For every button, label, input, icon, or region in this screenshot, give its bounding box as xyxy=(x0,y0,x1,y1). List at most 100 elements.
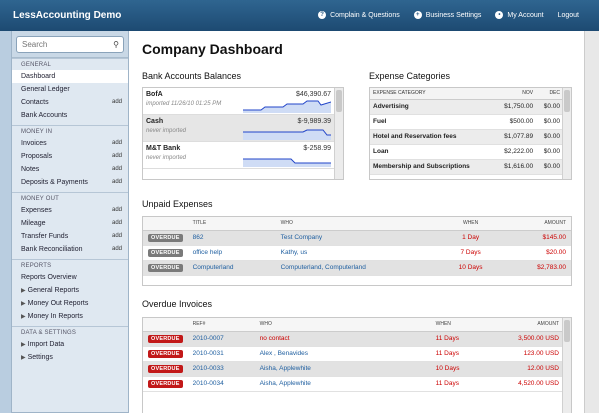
sidebar-item-expenses[interactable]: Expenses add xyxy=(12,204,128,217)
my-account-link[interactable]: • My Account xyxy=(495,11,544,19)
sidebar-item-money-in-reports[interactable]: ▶ Money In Reports xyxy=(12,310,128,323)
balance-sparkline xyxy=(243,158,331,167)
business-settings-link[interactable]: + Business Settings xyxy=(413,11,481,19)
app-title[interactable]: LessAccounting Demo xyxy=(13,10,122,21)
expense-title-link[interactable]: office help xyxy=(187,245,276,261)
table-row[interactable]: OVERDUE 2010-0033 Aisha, Applewhite 10 D… xyxy=(143,361,564,377)
expense-title-link[interactable]: 862 xyxy=(187,230,276,246)
contact-link[interactable]: Test Company xyxy=(275,230,436,246)
sidebar-item-bank-reconciliation[interactable]: Bank Reconciliation add xyxy=(12,243,128,256)
overdue-invoices-scrollbar[interactable] xyxy=(562,318,571,413)
column-header[interactable]: WHEN xyxy=(435,217,506,231)
sidebar-item-contacts[interactable]: Contacts add xyxy=(12,96,128,109)
sidebar-item-invoices[interactable]: Invoices add xyxy=(12,137,128,150)
bank-list-scrollbar[interactable] xyxy=(334,88,343,179)
complain-questions-link[interactable]: ? Complain & Questions xyxy=(318,11,400,19)
sidebar-section-money-out: Money Out Expenses add Mileage add Transfe… xyxy=(12,192,128,256)
invoice-ref-link[interactable]: 2010-0031 xyxy=(187,346,255,362)
table-row[interactable]: OVERDUE Computerland Computerland, Compu… xyxy=(143,260,571,276)
bank-account-row[interactable]: BofA imported 11/26/10 01:25 PM $46,390.… xyxy=(143,88,335,115)
sidebar-item-notes[interactable]: Notes add xyxy=(12,163,128,176)
scrollbar-thumb[interactable] xyxy=(564,320,570,342)
add-contact-link[interactable]: add xyxy=(111,99,122,105)
sidebar-item-label: Dashboard xyxy=(21,73,56,80)
status-badge: OVERDUE xyxy=(148,334,183,343)
expense-categories-scrollbar[interactable] xyxy=(562,88,571,179)
column-header[interactable]: NOV xyxy=(493,88,537,100)
amount: 3,500.00 USD xyxy=(500,331,564,347)
column-header[interactable]: WHO xyxy=(254,318,431,332)
sidebar-item-transfer-funds[interactable]: Transfer Funds add xyxy=(12,230,128,243)
table-row[interactable]: OVERDUE 2010-0007 no contact 11 Days 3,5… xyxy=(143,331,564,347)
complain-questions-label: Complain & Questions xyxy=(330,11,400,19)
sidebar-item-reports-overview[interactable]: Reports Overview xyxy=(12,271,128,284)
add-deposit-link[interactable]: add xyxy=(111,179,122,185)
due-when: 11 Days xyxy=(430,346,501,362)
contact-link[interactable]: Aisha, Applewhite xyxy=(254,376,431,392)
search-icon[interactable]: ⚲ xyxy=(113,40,119,49)
scrollbar-thumb[interactable] xyxy=(336,90,342,112)
column-header[interactable]: DEC xyxy=(536,88,563,100)
invoice-ref-link[interactable]: 2010-0007 xyxy=(187,331,255,347)
sidebar-item-deposits-payments[interactable]: Deposits & Payments add xyxy=(12,176,128,189)
column-header[interactable]: WHEN xyxy=(430,318,501,332)
column-header[interactable]: TITLE xyxy=(187,217,276,231)
scrollbar-thumb[interactable] xyxy=(564,90,570,112)
expense-categories-table: EXPENSE CATEGORY NOV DEC Advertising $1,750… xyxy=(369,87,572,180)
expense-title-link[interactable]: Computerland xyxy=(187,260,276,276)
category-name: Loan xyxy=(370,144,494,160)
logout-link[interactable]: Logout xyxy=(558,11,579,19)
contact-link[interactable]: Aisha, Applewhite xyxy=(254,361,431,377)
add-reconciliation-link[interactable]: add xyxy=(111,246,122,252)
column-header[interactable]: EXPENSE CATEGORY xyxy=(370,88,494,100)
sidebar-item-proposals[interactable]: Proposals add xyxy=(12,150,128,163)
sidebar-item-import-data[interactable]: ▶ Import Data xyxy=(12,338,128,351)
sidebar-item-label: Settings xyxy=(27,354,53,361)
sidebar-item-mileage[interactable]: Mileage add xyxy=(12,217,128,230)
bank-name: Cash xyxy=(146,118,164,125)
status-badge: OVERDUE xyxy=(148,349,183,358)
category-amount: $500.00 xyxy=(493,114,537,130)
column-header[interactable]: AMOUNT xyxy=(505,217,571,231)
table-row: Membership and Subscriptions $1,616.00 $0.… xyxy=(370,159,563,175)
page-scrollbar[interactable] xyxy=(584,31,599,413)
add-mileage-link[interactable]: add xyxy=(111,220,122,226)
contact-link[interactable]: Alex , Benavides xyxy=(254,346,431,362)
sidebar-item-label: Money In Reports xyxy=(27,313,83,320)
amount: $2,783.00 xyxy=(505,260,571,276)
sidebar-item-general-ledger[interactable]: General Ledger xyxy=(12,83,128,96)
column-header[interactable]: REF# xyxy=(187,318,255,332)
add-invoice-link[interactable]: add xyxy=(111,140,122,146)
bank-balance: $-9,989.39 xyxy=(297,118,331,125)
add-note-link[interactable]: add xyxy=(111,166,122,172)
table-row[interactable]: OVERDUE office help Kathy, us 7 Days $20… xyxy=(143,245,571,261)
table-row: Fuel $500.00 $0.00 xyxy=(370,114,563,130)
table-row[interactable]: OVERDUE 2010-0034 Aisha, Applewhite 11 D… xyxy=(143,376,564,392)
table-row[interactable]: OVERDUE 2010-0031 Alex , Benavides 11 Da… xyxy=(143,346,564,362)
due-when: 7 Days xyxy=(435,245,506,261)
add-transfer-link[interactable]: add xyxy=(111,233,122,239)
contact-link[interactable]: Computerland, Computerland xyxy=(275,260,436,276)
sidebar-item-label: Expenses xyxy=(21,207,52,214)
column-header[interactable]: AMOUNT xyxy=(500,318,564,332)
status-badge: OVERDUE xyxy=(148,263,183,272)
bank-account-row[interactable]: M&T Bank never imported $-258.99 xyxy=(143,142,335,169)
bank-account-row[interactable]: Cash never imported $-9,989.39 xyxy=(143,115,335,142)
unpaid-expenses-table: TITLE WHO WHEN AMOUNT OVERDUE 862 Test C… xyxy=(142,216,572,286)
sidebar-item-general-reports[interactable]: ▶ General Reports xyxy=(12,284,128,297)
sidebar-item-label: Reports Overview xyxy=(21,274,77,281)
add-expense-link[interactable]: add xyxy=(111,207,122,213)
sidebar-item-bank-accounts[interactable]: Bank Accounts xyxy=(12,109,128,122)
table-row[interactable]: OVERDUE 862 Test Company 1 Day $145.00 xyxy=(143,230,571,246)
expense-categories-heading: Expense Categories xyxy=(369,71,451,81)
invoice-ref-link[interactable]: 2010-0033 xyxy=(187,361,255,377)
category-amount: $0.00 xyxy=(536,99,563,115)
sidebar-item-dashboard[interactable]: Dashboard xyxy=(12,70,128,83)
contact-link[interactable]: Kathy, us xyxy=(275,245,436,261)
invoice-ref-link[interactable]: 2010-0034 xyxy=(187,376,255,392)
sidebar-item-money-out-reports[interactable]: ▶ Money Out Reports xyxy=(12,297,128,310)
sidebar-item-settings[interactable]: ▶ Settings xyxy=(12,351,128,364)
column-header[interactable]: WHO xyxy=(275,217,436,231)
add-proposal-link[interactable]: add xyxy=(111,153,122,159)
search-input[interactable] xyxy=(17,37,123,52)
